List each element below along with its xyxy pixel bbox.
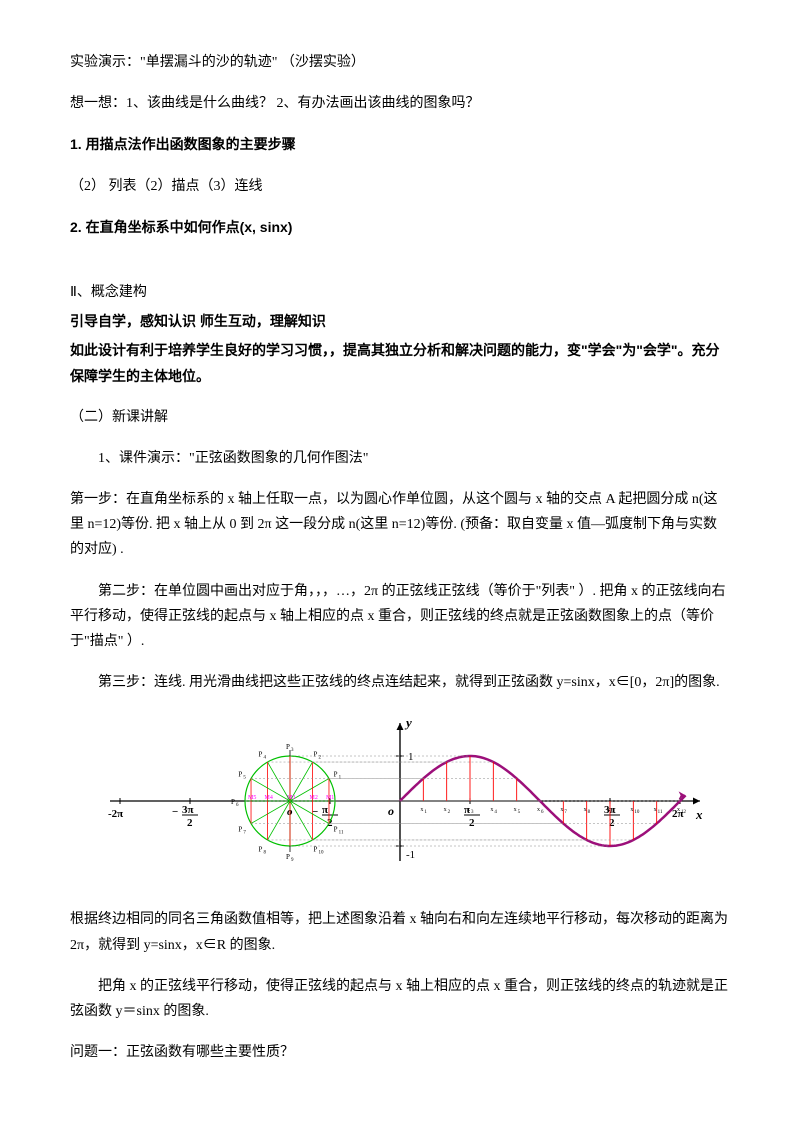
svg-text:x: x [490, 807, 493, 813]
svg-text:P: P [286, 853, 290, 861]
step-1: 第一步：在直角坐标系的 x 轴上任取一点，以为圆心作单位圆，从这个圆与 x 轴的… [70, 487, 730, 563]
svg-text:x: x [420, 807, 423, 813]
svg-text:12: 12 [681, 810, 687, 815]
svg-text:-2π: -2π [108, 808, 123, 820]
courseware-demo: 1、课件演示："正弦函数图象的几何作图法" [70, 446, 730, 471]
svg-text:P: P [334, 771, 338, 779]
experiment-demo: 实验演示："单摆漏斗的沙的轨迹" （沙摆实验） [70, 50, 730, 75]
svg-text:7: 7 [243, 831, 246, 836]
svg-text:-1: -1 [406, 849, 415, 861]
svg-text:2: 2 [187, 817, 193, 829]
svg-text:x: x [467, 807, 470, 813]
svg-text:P: P [238, 826, 242, 834]
step-3: 第三步：连线. 用光滑曲线把这些正弦线的终点连结起来，就得到正弦函数 y=sin… [70, 670, 730, 695]
svg-text:x: x [654, 807, 657, 813]
svg-text:8: 8 [588, 810, 591, 815]
svg-text:x: x [584, 807, 587, 813]
svg-text:−: − [312, 806, 318, 818]
para-periodic-extend: 根据终边相同的同名三角函数值相等，把上述图象沿着 x 轴向右和向左连续地平行移动… [70, 907, 730, 957]
svg-text:11: 11 [339, 831, 344, 836]
sine-svg: yxo1-1-2π−3π2−π2π23π22πoP1M1P2M2P3M3P4M4… [90, 711, 710, 891]
svg-text:x: x [560, 807, 563, 813]
svg-text:10: 10 [319, 851, 325, 856]
svg-text:8: 8 [264, 851, 267, 856]
svg-text:10: 10 [634, 810, 640, 815]
svg-text:P: P [259, 846, 263, 854]
step-2: 第二步：在单位圆中画出对应于角，，，…，2π 的正弦线正弦线（等价于"列表" ）… [70, 579, 730, 655]
svg-text:x: x [537, 807, 540, 813]
svg-text:M1: M1 [326, 795, 334, 801]
svg-text:7: 7 [564, 810, 567, 815]
svg-text:x: x [630, 807, 633, 813]
svg-text:P: P [259, 751, 263, 759]
section-ii-sub1: 引导自学，感知认识 师生互动，理解知识 [70, 309, 730, 334]
svg-text:5: 5 [518, 810, 521, 815]
svg-text:9: 9 [291, 858, 294, 863]
svg-text:P: P [231, 798, 235, 806]
svg-text:6: 6 [236, 803, 239, 808]
svg-text:y: y [404, 715, 412, 730]
svg-text:1: 1 [339, 776, 342, 781]
svg-text:M5: M5 [248, 795, 256, 801]
svg-text:5: 5 [243, 776, 246, 781]
svg-text:π: π [322, 804, 328, 816]
question-one: 问题一：正弦函数有哪些主要性质？ [70, 1040, 730, 1065]
svg-text:o: o [388, 804, 394, 818]
svg-text:1: 1 [408, 751, 414, 763]
svg-text:3π: 3π [182, 804, 194, 816]
svg-text:x: x [677, 807, 680, 813]
svg-text:P: P [238, 771, 242, 779]
svg-text:P: P [334, 826, 338, 834]
svg-text:3: 3 [471, 810, 474, 815]
svg-text:P: P [286, 743, 290, 751]
svg-text:3: 3 [291, 748, 294, 753]
svg-text:−: − [172, 806, 178, 818]
svg-text:6: 6 [541, 810, 544, 815]
svg-text:x: x [607, 807, 610, 813]
svg-text:M2: M2 [310, 795, 318, 801]
svg-text:4: 4 [264, 756, 267, 761]
section-ii-sub2: 如此设计有利于培养学生良好的学习习惯，，提高其独立分析和解决问题的能力，变"学会… [70, 338, 730, 388]
svg-text:x: x [514, 807, 517, 813]
svg-text:2: 2 [448, 810, 451, 815]
para-translate: 把角 x 的正弦线平行移动，使得正弦线的起点与 x 轴上相应的点 x 重合，则正… [70, 974, 730, 1024]
svg-text:x: x [444, 807, 447, 813]
svg-text:P: P [314, 751, 318, 759]
svg-text:M4: M4 [265, 795, 273, 801]
heading-coord-point: 2. 在直角坐标系中如何作点(x, sinx) [70, 215, 730, 240]
svg-text:4: 4 [494, 810, 497, 815]
section-ii-title: Ⅱ、概念建构 [70, 280, 730, 305]
svg-text:P: P [314, 846, 318, 854]
sine-construction-figure: yxo1-1-2π−3π2−π2π23π22πoP1M1P2M2P3M3P4M4… [70, 711, 730, 891]
think-prompt: 想一想：1、该曲线是什么曲线？ 2、有办法画出该曲线的图象吗？ [70, 91, 730, 116]
svg-text:2: 2 [469, 817, 475, 829]
svg-text:x: x [695, 807, 703, 822]
svg-text:11: 11 [658, 810, 663, 815]
plot-steps: （2） 列表（2）描点（3）连线 [70, 174, 730, 199]
new-lesson-heading: （二）新课讲解 [70, 405, 730, 430]
svg-text:1: 1 [424, 810, 427, 815]
heading-plot-steps: 1. 用描点法作出函数图象的主要步骤 [70, 132, 730, 157]
